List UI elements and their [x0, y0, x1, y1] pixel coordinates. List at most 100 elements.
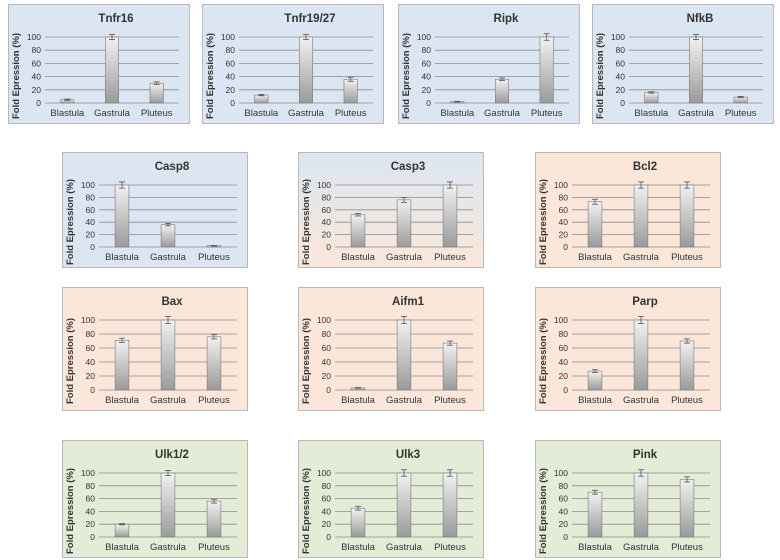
- y-tick-label: 20: [86, 371, 96, 381]
- chart-svg-H: Bax Fold Epression (%) 0 20 40 60 80 100 Blastul…: [63, 288, 247, 410]
- y-axis-label: Fold Epression (%): [65, 468, 76, 554]
- bar-pluteus: [679, 479, 695, 538]
- x-tick-label: Gastrula: [94, 108, 131, 119]
- bar-pluteus: [442, 184, 458, 248]
- y-axis-label: Fold Epression (%): [401, 33, 412, 119]
- chart-svg-C: Ripk Fold Epression (%) 0 20 40 60 80 100 Blastu…: [399, 5, 579, 123]
- y-tick-label: 0: [230, 98, 235, 108]
- chart-svg-J: Parp Fold Epression (%) 0 20 40 60 80 100 Blastu…: [536, 288, 720, 410]
- bar-pluteus: [343, 78, 358, 104]
- y-tick-label: 60: [559, 205, 569, 215]
- y-tick-label: 100: [317, 180, 331, 190]
- y-tick-label: 40: [32, 72, 42, 82]
- y-tick-label: 80: [322, 329, 332, 339]
- bar-gastrula: [396, 319, 412, 391]
- y-tick-label: 80: [616, 45, 626, 55]
- chart-panel-D: NfkB Fold Epression (%) 0 20 40 60 80 100 Blastu…: [592, 4, 774, 124]
- y-tick-label: 80: [322, 481, 332, 491]
- y-tick-label: 100: [81, 315, 95, 325]
- x-tick-label: Blastula: [341, 395, 376, 406]
- chart-panel-H: Bax Fold Epression (%) 0 20 40 60 80 100 Blastul…: [62, 287, 248, 411]
- x-tick-label: Blastula: [105, 542, 140, 553]
- y-tick-label: 100: [317, 468, 331, 478]
- y-tick-label: 0: [563, 385, 568, 395]
- y-tick-label: 20: [616, 85, 626, 95]
- bar-gastrula: [633, 184, 649, 248]
- x-tick-label: Pluteus: [198, 395, 230, 406]
- bar-gastrula: [495, 78, 510, 104]
- bar-gastrula: [396, 472, 412, 538]
- chart-panel-E: Casp8 Fold Epression (%) 0 20 40 60 80 100 Blast…: [62, 152, 248, 268]
- y-axis-label: Fold Epression (%): [538, 318, 549, 404]
- y-tick-label: 60: [86, 205, 96, 215]
- bar-gastrula: [689, 36, 704, 104]
- y-tick-label: 0: [426, 98, 431, 108]
- y-tick-label: 40: [322, 217, 332, 227]
- bar-gastrula: [396, 199, 412, 248]
- y-tick-label: 60: [616, 58, 626, 68]
- x-tick-label: Blastula: [105, 252, 140, 263]
- y-tick-label: 100: [554, 468, 568, 478]
- y-tick-label: 40: [559, 506, 569, 516]
- bar-gastrula: [299, 36, 314, 104]
- y-tick-label: 20: [322, 519, 332, 529]
- y-tick-label: 20: [86, 230, 96, 240]
- x-tick-label: Gastrula: [150, 252, 187, 263]
- chart-title: Tnfr16: [98, 13, 133, 25]
- x-tick-label: Gastrula: [623, 395, 660, 406]
- chart-svg-D: NfkB Fold Epression (%) 0 20 40 60 80 100 Blastu…: [593, 5, 773, 123]
- y-tick-label: 100: [611, 32, 625, 42]
- chart-panel-I: Aifm1 Fold Epression (%) 0 20 40 60 80 100 Blast…: [298, 287, 484, 411]
- chart-panel-A: Tnfr16 Fold Epression (%) 0 20 40 60 80 100 Blas…: [8, 4, 190, 124]
- x-tick-label: Blastula: [50, 108, 85, 119]
- y-tick-label: 60: [559, 343, 569, 353]
- y-axis-label: Fold Epression (%): [301, 468, 312, 554]
- x-tick-label: Pluteus: [198, 542, 230, 553]
- x-tick-label: Pluteus: [671, 542, 703, 553]
- y-tick-label: 100: [554, 180, 568, 190]
- bar-blastula: [114, 184, 130, 248]
- chart-svg-K: Ulk1/2 Fold Epression (%) 0 20 40 60 80 100 Blas…: [63, 441, 247, 557]
- y-tick-label: 60: [322, 494, 332, 504]
- x-tick-label: Blastula: [341, 542, 376, 553]
- y-axis-label: Fold Epression (%): [205, 33, 216, 119]
- y-tick-label: 100: [221, 32, 235, 42]
- x-tick-label: Pluteus: [335, 108, 367, 119]
- y-tick-label: 0: [90, 532, 95, 542]
- chart-panel-G: Bcl2 Fold Epression (%) 0 20 40 60 80 100 Blastu…: [535, 152, 721, 268]
- chart-svg-M: Pink Fold Epression (%) 0 20 40 60 80 100 Blastu…: [536, 441, 720, 557]
- chart-title: Bax: [161, 296, 183, 308]
- chart-title: Bcl2: [633, 161, 657, 173]
- y-tick-label: 80: [422, 45, 432, 55]
- y-axis-label: Fold Epression (%): [538, 468, 549, 554]
- bar-pluteus: [442, 472, 458, 538]
- y-axis-label: Fold Epression (%): [65, 179, 76, 265]
- chart-title: Ripk: [494, 13, 520, 25]
- y-tick-label: 40: [559, 217, 569, 227]
- y-tick-label: 80: [32, 45, 42, 55]
- y-axis-label: Fold Epression (%): [11, 33, 22, 119]
- y-tick-label: 60: [226, 58, 236, 68]
- x-tick-label: Blastula: [341, 252, 376, 263]
- bar-blastula: [587, 201, 603, 248]
- y-tick-label: 100: [27, 32, 41, 42]
- x-tick-label: Blastula: [578, 395, 613, 406]
- x-tick-label: Gastrula: [288, 108, 325, 119]
- y-tick-label: 80: [86, 481, 96, 491]
- y-tick-label: 20: [559, 519, 569, 529]
- bar-blastula: [350, 507, 366, 538]
- y-tick-label: 100: [81, 180, 95, 190]
- chart-panel-J: Parp Fold Epression (%) 0 20 40 60 80 100 Blastu…: [535, 287, 721, 411]
- y-tick-label: 0: [90, 385, 95, 395]
- y-tick-label: 0: [326, 532, 331, 542]
- bar-blastula: [644, 92, 659, 104]
- y-tick-label: 40: [322, 357, 332, 367]
- y-tick-label: 80: [322, 192, 332, 202]
- y-tick-label: 20: [226, 85, 236, 95]
- chart-title: Pink: [633, 449, 658, 461]
- x-tick-label: Gastrula: [150, 542, 187, 553]
- bar-gastrula: [105, 36, 120, 104]
- chart-title: NfkB: [687, 13, 714, 25]
- bar-gastrula: [160, 224, 176, 248]
- x-tick-label: Blastula: [578, 252, 613, 263]
